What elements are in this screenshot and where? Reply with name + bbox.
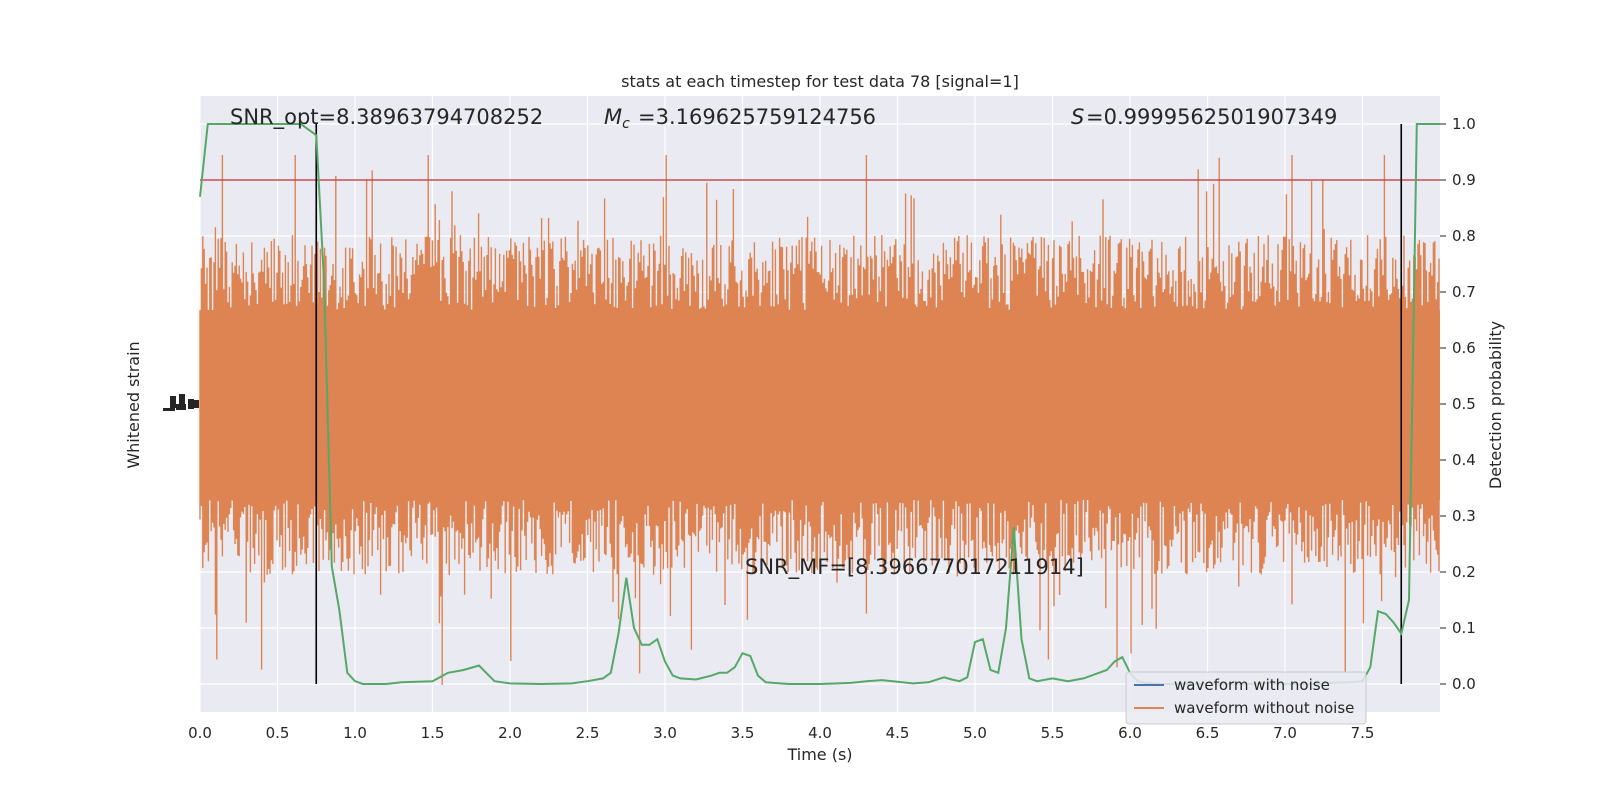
y-tick-label: 0.9 bbox=[1452, 171, 1476, 189]
left-axis-overlapping-ticks bbox=[163, 394, 199, 411]
x-tick-label: 7.0 bbox=[1273, 724, 1297, 742]
x-tick-label: 4.0 bbox=[808, 724, 832, 742]
annotation-s-symbol: S bbox=[1071, 105, 1084, 129]
legend: waveform with noise waveform without noi… bbox=[1125, 671, 1367, 725]
y-tick-label: 0.8 bbox=[1452, 227, 1476, 245]
y-ticks-right: 0.0 0.1 0.2 0.3 0.4 0.5 0.6 0.7 0.8 0.9 1.0 bbox=[1440, 115, 1476, 693]
y-tick-label: 0.2 bbox=[1452, 563, 1476, 581]
x-tick-label: 3.5 bbox=[731, 724, 755, 742]
x-tick-label: 0.5 bbox=[266, 724, 290, 742]
left-tick-glyph bbox=[188, 399, 194, 409]
y-tick-label: 1.0 bbox=[1452, 115, 1476, 133]
legend-label-without-noise: waveform without noise bbox=[1174, 699, 1354, 717]
annotation-snr-opt: SNR_opt=8.38963794708252 bbox=[230, 105, 543, 130]
marker-group bbox=[200, 124, 1440, 684]
strain-waveform-without-noise bbox=[199, 155, 1440, 685]
left-tick-glyph bbox=[179, 394, 185, 408]
x-tick-label: 4.5 bbox=[886, 724, 910, 742]
x-tick-label: 5.5 bbox=[1041, 724, 1065, 742]
annotation-s: =0.9999562501907349 bbox=[1086, 105, 1337, 129]
left-tick-glyph bbox=[176, 404, 186, 410]
left-tick-glyph bbox=[163, 408, 175, 411]
x-tick-label: 1.0 bbox=[343, 724, 367, 742]
chart-title: stats at each timestep for test data 78 … bbox=[621, 72, 1019, 91]
x-ticks: 0.0 0.5 1.0 1.5 2.0 2.5 3.0 3.5 4.0 4.5 5.0 5.5 6.0 6… bbox=[188, 724, 1374, 742]
y-tick-label: 0.1 bbox=[1452, 619, 1476, 637]
x-tick-label: 5.0 bbox=[963, 724, 987, 742]
strain-series-group bbox=[199, 155, 1440, 685]
y-tick-label: 0.3 bbox=[1452, 507, 1476, 525]
annotation-mc: =3.169625759124756 bbox=[638, 105, 876, 129]
x-tick-label: 2.0 bbox=[498, 724, 522, 742]
x-axis-label: Time (s) bbox=[786, 745, 852, 764]
x-tick-label: 1.5 bbox=[421, 724, 445, 742]
y-tick-label: 0.6 bbox=[1452, 339, 1476, 357]
annotation-snr-mf: SNR_MF=[8.396677017211914] bbox=[745, 555, 1084, 580]
y-axis-label-right: Detection probability bbox=[1486, 321, 1505, 489]
legend-label-with-noise: waveform with noise bbox=[1174, 676, 1330, 694]
y-tick-label: 0.4 bbox=[1452, 451, 1476, 469]
left-tick-glyph bbox=[170, 396, 176, 408]
x-tick-label: 3.0 bbox=[653, 724, 677, 742]
y-tick-label: 0.7 bbox=[1452, 283, 1476, 301]
y-tick-label: 0.0 bbox=[1452, 675, 1476, 693]
x-tick-label: 6.0 bbox=[1118, 724, 1142, 742]
x-tick-label: 7.5 bbox=[1351, 724, 1375, 742]
x-tick-label: 6.5 bbox=[1196, 724, 1220, 742]
legend-box bbox=[1125, 671, 1367, 725]
y-axis-label-left: Whitened strain bbox=[124, 341, 143, 468]
x-tick-label: 0.0 bbox=[188, 724, 212, 742]
y-tick-label: 0.5 bbox=[1452, 395, 1476, 413]
left-tick-glyph bbox=[193, 400, 199, 408]
x-tick-label: 2.5 bbox=[576, 724, 600, 742]
